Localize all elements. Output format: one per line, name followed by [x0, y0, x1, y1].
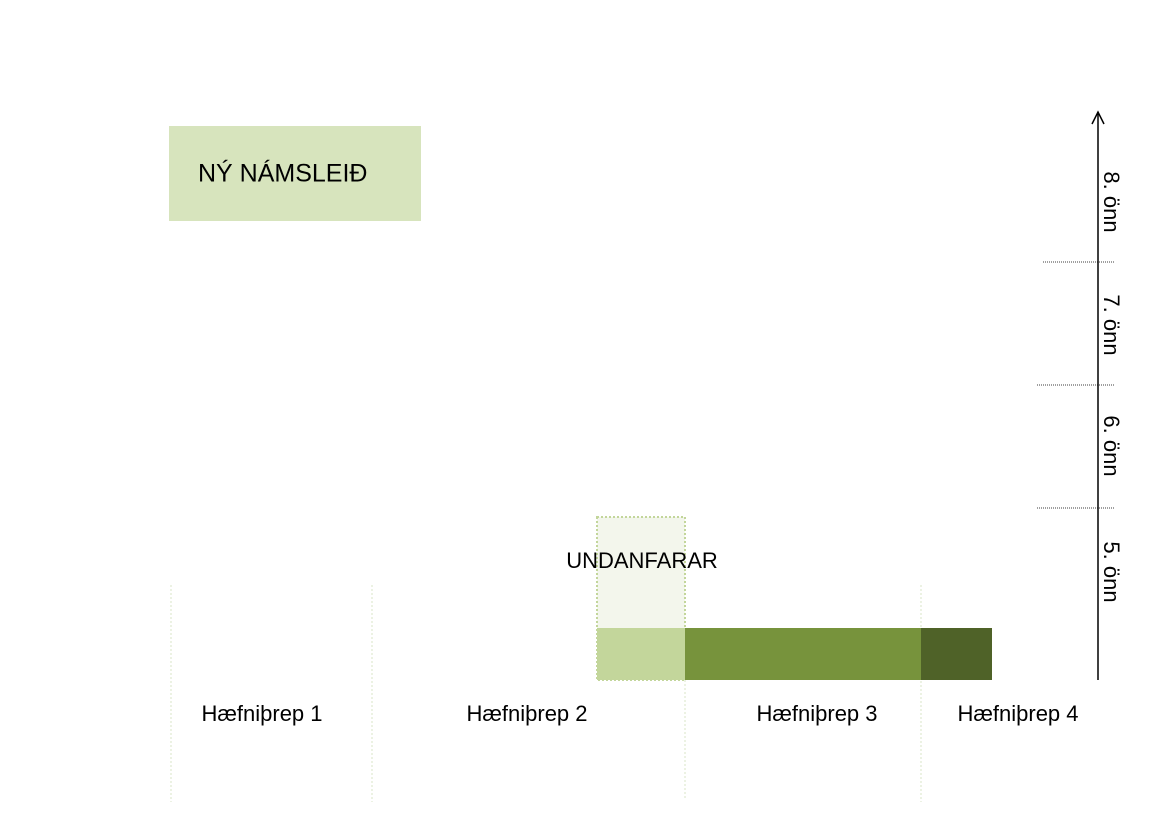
bar-segment-light: [597, 628, 685, 680]
bar-segment-dark: [921, 628, 992, 680]
axis-arrow: [1091, 110, 1105, 125]
level-label: Hæfniþrep 1: [201, 701, 322, 726]
semester-label: 8. önn: [1099, 171, 1124, 232]
level-dividers: [170, 585, 922, 802]
semester-label: 7. önn: [1099, 294, 1124, 355]
bar-segment-mid: [685, 628, 921, 680]
level-label: Hæfniþrep 2: [466, 701, 587, 726]
level-label: Hæfniþrep 3: [756, 701, 877, 726]
title-box: [169, 126, 421, 221]
title: NÝ NÁMSLEIÐ: [198, 159, 367, 188]
prerequisite-label: UNDANFARAR: [566, 548, 718, 573]
semester-label: 5. önn: [1099, 541, 1124, 602]
semester-dividers: [1037, 261, 1115, 509]
level-label: Hæfniþrep 4: [957, 701, 1078, 726]
semester-label: 6. önn: [1099, 415, 1124, 476]
